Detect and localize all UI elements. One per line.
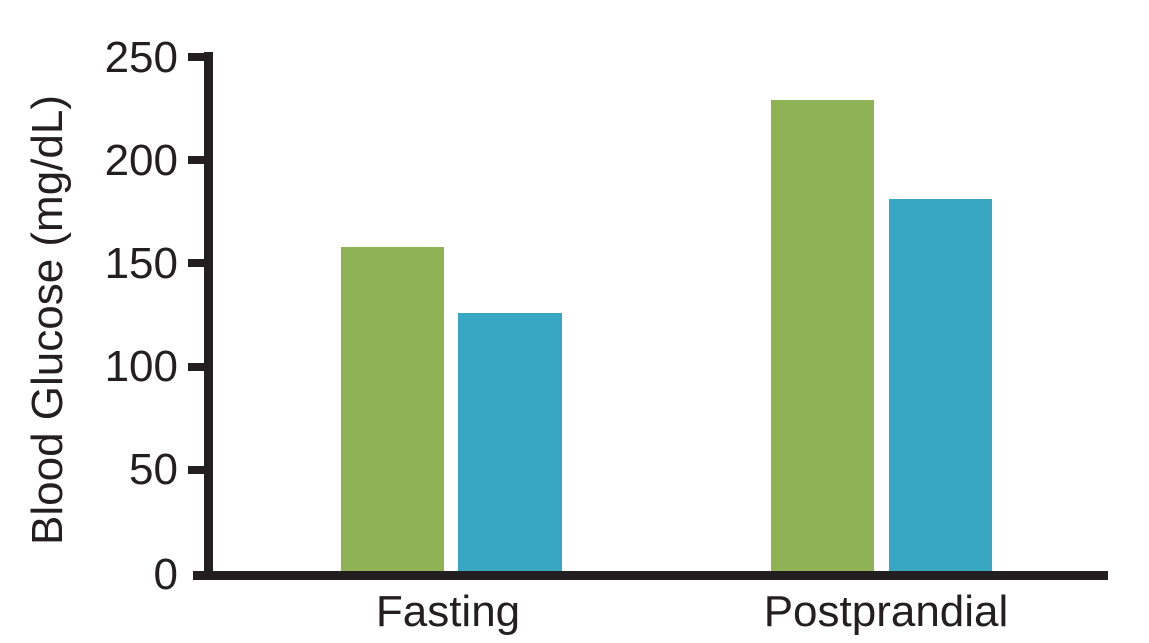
x-category-label-postprandial: Postprandial <box>763 587 1009 636</box>
bar-postprandial-blue <box>889 199 992 571</box>
y-tick-label-100: 100 <box>104 342 178 391</box>
y-tick-mark-150 <box>188 259 205 267</box>
x-category-label-fasting: Fasting <box>375 587 521 636</box>
y-tick-mark-50 <box>188 466 205 474</box>
y-tick-mark-100 <box>188 363 205 371</box>
y-tick-mark-250 <box>188 53 205 61</box>
y-axis-line <box>204 52 213 580</box>
bar-fasting-blue <box>458 313 562 571</box>
y-tick-label-150: 150 <box>104 239 178 288</box>
x-axis-line <box>193 571 1108 580</box>
bar-postprandial-green <box>771 100 874 571</box>
y-tick-label-50: 50 <box>129 445 178 494</box>
y-tick-label-250: 250 <box>104 33 178 82</box>
y-tick-label-200: 200 <box>104 136 178 185</box>
y-tick-label-0: 0 <box>153 550 178 599</box>
y-tick-mark-200 <box>188 156 205 164</box>
bar-fasting-green <box>341 247 444 571</box>
